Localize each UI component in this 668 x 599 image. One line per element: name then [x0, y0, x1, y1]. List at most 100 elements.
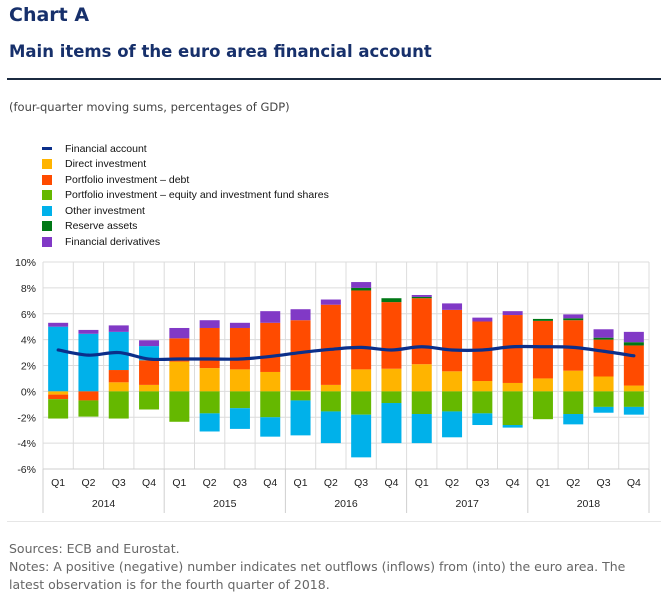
- legend-swatch-other-investment: [42, 205, 52, 216]
- x-tick-label: Q1: [415, 477, 429, 489]
- year-label: 2017: [456, 498, 480, 510]
- legend-item-portfolio-equity: Portfolio investment – equity and invest…: [42, 188, 329, 204]
- bar-segment-portfolio-equity: [320, 391, 341, 412]
- legend-swatch-financial-account: [42, 147, 52, 151]
- bar-segment-financial-derivatives: [48, 322, 69, 327]
- bar-segment-other-investment: [381, 403, 402, 444]
- legend-item-other-investment: Other investment: [42, 203, 329, 219]
- chart-subtitle: Main items of the euro area financial ac…: [9, 42, 432, 61]
- year-label: 2015: [213, 498, 237, 510]
- x-tick-label: Q4: [142, 477, 156, 489]
- bar-segment-portfolio-debt: [229, 327, 250, 370]
- bar-segment-direct-investment: [320, 384, 341, 392]
- x-tick-label: Q1: [536, 477, 550, 489]
- bar-segment-financial-derivatives: [563, 314, 584, 319]
- bar-segment-portfolio-debt: [169, 338, 190, 362]
- bar-segment-other-investment: [563, 414, 584, 425]
- chart-footnotes: Sources: ECB and Eurostat. Notes: A posi…: [9, 540, 664, 594]
- bar-segment-direct-investment: [411, 364, 432, 392]
- legend-item-financial-account: Financial account: [42, 141, 329, 157]
- bar-segment-portfolio-equity: [623, 391, 644, 407]
- bar-segment-reserve-assets: [381, 298, 402, 303]
- bar-segment-other-investment: [623, 406, 644, 415]
- bar-segment-direct-investment: [623, 385, 644, 392]
- bar-segment-portfolio-equity: [48, 399, 69, 419]
- legend-swatch-financial-derivatives: [42, 236, 52, 247]
- bar-segment-other-investment: [320, 411, 341, 444]
- x-tick-label: Q2: [566, 477, 580, 489]
- x-tick-label: Q1: [51, 477, 65, 489]
- x-tick-label: Q4: [627, 477, 641, 489]
- bar-segment-financial-derivatives: [593, 329, 614, 338]
- bar-segment-portfolio-debt: [78, 391, 99, 401]
- bar-segment-portfolio-equity: [593, 391, 614, 407]
- bar-segment-portfolio-equity: [139, 391, 160, 410]
- legend-item-reserve-assets: Reserve assets: [42, 219, 329, 235]
- bar-segment-financial-derivatives: [199, 320, 220, 328]
- x-tick-label: Q3: [112, 477, 126, 489]
- bar-segment-financial-derivatives: [78, 329, 99, 334]
- bar-segment-direct-investment: [532, 378, 553, 392]
- notes-text: Notes: A positive (negative) number indi…: [9, 559, 626, 592]
- legend-label: Other investment: [65, 204, 145, 217]
- bar-segment-direct-investment: [229, 369, 250, 392]
- bar-segment-portfolio-debt: [381, 302, 402, 369]
- bar-segment-reserve-assets: [563, 318, 584, 321]
- legend-label: Financial derivatives: [65, 235, 161, 248]
- title-divider: [7, 78, 661, 80]
- bar-segment-direct-investment: [593, 376, 614, 392]
- x-tick-label: Q4: [384, 477, 398, 489]
- sources-note: Sources: ECB and Eurostat.: [9, 541, 180, 556]
- x-tick-label: Q3: [233, 477, 247, 489]
- bar-segment-direct-investment: [108, 382, 129, 392]
- legend-swatch-portfolio-debt: [42, 174, 52, 185]
- y-tick-label: -4%: [17, 438, 36, 450]
- chart-legend: Financial account Direct investment Port…: [42, 141, 329, 250]
- bar-segment-reserve-assets: [532, 318, 553, 321]
- y-tick-label: 8%: [21, 283, 36, 295]
- bar-segment-portfolio-debt: [442, 309, 463, 372]
- financial-account-line: [56, 344, 636, 362]
- legend-swatch-reserve-assets: [42, 221, 52, 232]
- bar-segment-direct-investment: [442, 371, 463, 392]
- bar-segment-portfolio-debt: [563, 320, 584, 371]
- bar-segment-direct-investment: [351, 369, 372, 392]
- y-tick-label: 10%: [15, 257, 36, 269]
- bar-segment-financial-derivatives: [351, 282, 372, 288]
- bar-segment-other-investment: [502, 425, 523, 428]
- bar-segment-portfolio-equity: [502, 391, 523, 426]
- bar-segment-portfolio-equity: [381, 391, 402, 404]
- bar-segment-direct-investment: [502, 382, 523, 392]
- y-tick-label: 2%: [21, 361, 36, 373]
- chart-title: Chart A: [9, 4, 90, 26]
- bar-segment-financial-derivatives: [260, 311, 281, 323]
- x-tick-label: Q2: [324, 477, 338, 489]
- x-tick-label: Q3: [597, 477, 611, 489]
- bar-segment-financial-derivatives: [320, 299, 341, 305]
- bar-segment-portfolio-equity: [229, 391, 250, 409]
- bar-segment-direct-investment: [139, 384, 160, 392]
- x-tick-label: Q4: [263, 477, 277, 489]
- bar-segment-direct-investment: [563, 370, 584, 392]
- bar-segment-portfolio-equity: [472, 391, 493, 414]
- bar-segment-portfolio-debt: [48, 394, 69, 400]
- x-tick-label: Q3: [475, 477, 489, 489]
- bar-segment-portfolio-equity: [351, 391, 372, 415]
- bar-segment-reserve-assets: [593, 337, 614, 340]
- bar-segment-financial-derivatives: [411, 294, 432, 297]
- bar-segment-portfolio-equity: [290, 391, 311, 401]
- bar-segment-other-investment: [593, 406, 614, 413]
- bar-segment-reserve-assets: [351, 287, 372, 291]
- bar-segment-portfolio-equity: [563, 391, 584, 415]
- bar-segment-direct-investment: [472, 381, 493, 392]
- legend-label: Portfolio investment – equity and invest…: [65, 189, 329, 202]
- bar-segment-portfolio-equity: [411, 391, 432, 415]
- bar-segment-portfolio-debt: [502, 315, 523, 383]
- bar-segment-other-investment: [108, 331, 129, 371]
- bar-segment-direct-investment: [169, 361, 190, 392]
- legend-item-financial-derivatives: Financial derivatives: [42, 234, 329, 250]
- chart-grid: [42, 261, 650, 470]
- x-axis: Q1 Q2 Q3 Q4 Q1 Q2 Q3 Q4 Q1 Q2 Q3 Q4 Q1 Q2 Q3 Q4 Q1 Q2 Q3 Q4…: [42, 468, 650, 513]
- stacked-bar-chart: -6%-4%-2%0%2%4%6%8%10% Q1 Q2 Q3 Q4 Q1 Q2 Q3 Q4 Q…: [15, 257, 650, 513]
- bar-segment-financial-derivatives: [169, 327, 190, 339]
